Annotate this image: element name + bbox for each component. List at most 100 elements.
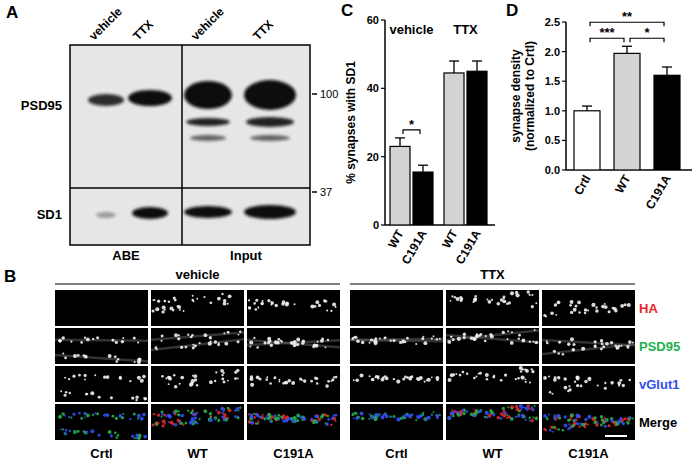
error-line [399,138,400,147]
puncta [223,410,225,412]
puncta [327,415,329,417]
puncta [604,420,606,422]
y-label: (normalized to Crtl) [523,41,537,151]
puncta [473,415,476,418]
puncta [214,340,217,343]
puncta [86,414,90,418]
puncta [301,340,305,344]
puncta [558,341,561,344]
puncta [94,412,96,414]
puncta [60,390,62,392]
puncta [524,416,526,418]
puncta [316,377,319,380]
puncta [80,417,83,420]
puncta [274,304,278,308]
puncta [299,378,302,381]
puncta [570,311,573,314]
puncta [370,338,373,341]
puncta [493,375,495,377]
puncta [622,384,625,387]
puncta [448,416,452,420]
puncta [478,410,481,413]
puncta [217,411,221,415]
puncta [375,375,378,378]
puncta [98,434,101,437]
puncta [253,302,256,305]
puncta [417,377,421,381]
puncta [281,416,283,418]
puncta [221,293,223,295]
micrograph [247,290,340,326]
puncta [140,417,144,421]
puncta [551,393,553,395]
puncta [594,344,597,347]
puncta [267,413,270,416]
puncta [248,299,250,301]
puncta [191,299,194,302]
puncta [317,341,319,343]
puncta [511,331,513,333]
group-label: vehicle [175,267,219,282]
puncta [237,340,240,343]
puncta [69,392,71,394]
puncta [504,373,507,376]
micrograph [542,328,635,364]
column-label: C191A [273,446,314,461]
puncta [506,414,508,416]
puncta [177,419,181,423]
puncta [151,423,154,426]
puncta [628,417,631,420]
row-label: SD1 [37,207,62,222]
puncta [227,331,229,333]
puncta [277,338,280,341]
lane-label: vehicle [86,4,125,43]
image-bg [151,328,244,364]
x-tick-label: C191A [453,227,484,267]
puncta [278,381,280,383]
y-tick-label: 1.0 [545,105,560,117]
puncta [604,387,607,390]
puncta [525,419,527,421]
puncta [450,336,452,338]
puncta [433,411,435,413]
puncta [260,302,264,306]
puncta [389,415,391,417]
y-tick-label: 2.5 [545,16,560,28]
puncta [131,434,134,437]
puncta [424,380,426,382]
puncta [572,419,575,422]
puncta [274,414,277,417]
puncta [379,338,381,340]
puncta [324,346,326,348]
puncta [553,426,556,429]
puncta [597,422,599,424]
puncta [161,411,164,414]
puncta [486,299,488,301]
puncta [486,416,489,419]
puncta [406,337,409,340]
puncta [450,336,452,338]
micrograph [151,328,244,364]
micrograph [350,366,443,402]
x-tick-label: WT [612,172,634,196]
puncta [279,417,281,419]
puncta [69,430,71,432]
puncta [190,336,193,339]
puncta [535,302,537,304]
y-tick [562,140,566,141]
puncta [524,378,526,380]
puncta [325,422,329,426]
puncta [535,417,539,421]
puncta [616,346,620,350]
puncta [502,407,505,410]
group-line [55,283,340,284]
puncta [70,416,72,418]
puncta [602,345,605,348]
puncta [280,340,282,342]
puncta [568,385,570,387]
puncta [426,417,428,419]
puncta [492,375,495,378]
puncta [503,298,505,300]
error-line [453,61,454,73]
puncta [78,412,81,415]
